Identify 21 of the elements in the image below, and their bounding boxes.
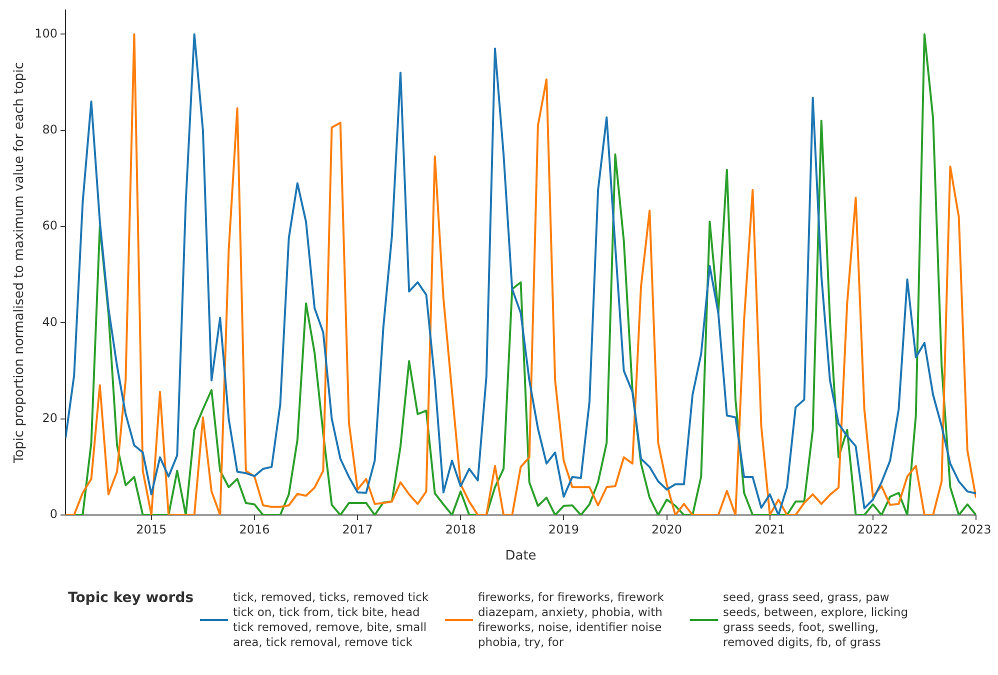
x-tick-label: 2015	[136, 522, 167, 536]
legend-label: fireworks, for fireworks, firework diazepam, anxiety, phobia, with fireworks, noise, identifier noise phobia, try, for	[478, 590, 665, 650]
y-tick-label: 60	[42, 218, 58, 233]
y-axis-title: Topic proportion normalised to maximum value for each topic	[12, 62, 28, 464]
x-axis-title: Date	[505, 548, 536, 564]
legend-label: tick, removed, ticks, removed tick tick on, tick from, tick bite, head tick removed, remove, bite, small area, tick removal, remove tick	[233, 590, 430, 650]
y-tick-label: 80	[42, 122, 58, 137]
x-tick-label: 2022	[858, 522, 888, 536]
y-tick-label: 40	[42, 314, 58, 329]
x-tick-label: 2023	[960, 522, 992, 536]
y-tick-label: 100	[34, 26, 58, 40]
x-tick-label: 2018	[445, 522, 476, 536]
y-tick-label: 0	[50, 507, 58, 522]
x-tick-label: 2020	[652, 522, 682, 536]
x-tick-label: 2021	[754, 522, 786, 536]
x-tick-label: 2016	[239, 522, 270, 536]
x-tick-label: 2017	[342, 522, 373, 536]
legend-label: seed, grass seed, grass, paw seeds, between, explore, licking grass seeds, foot, swelling, removed digits, fb, of grass	[723, 590, 910, 650]
legend-title: Topic key words	[67, 590, 195, 606]
y-tick-label: 20	[42, 410, 58, 425]
x-tick-label: 2019	[548, 522, 579, 536]
